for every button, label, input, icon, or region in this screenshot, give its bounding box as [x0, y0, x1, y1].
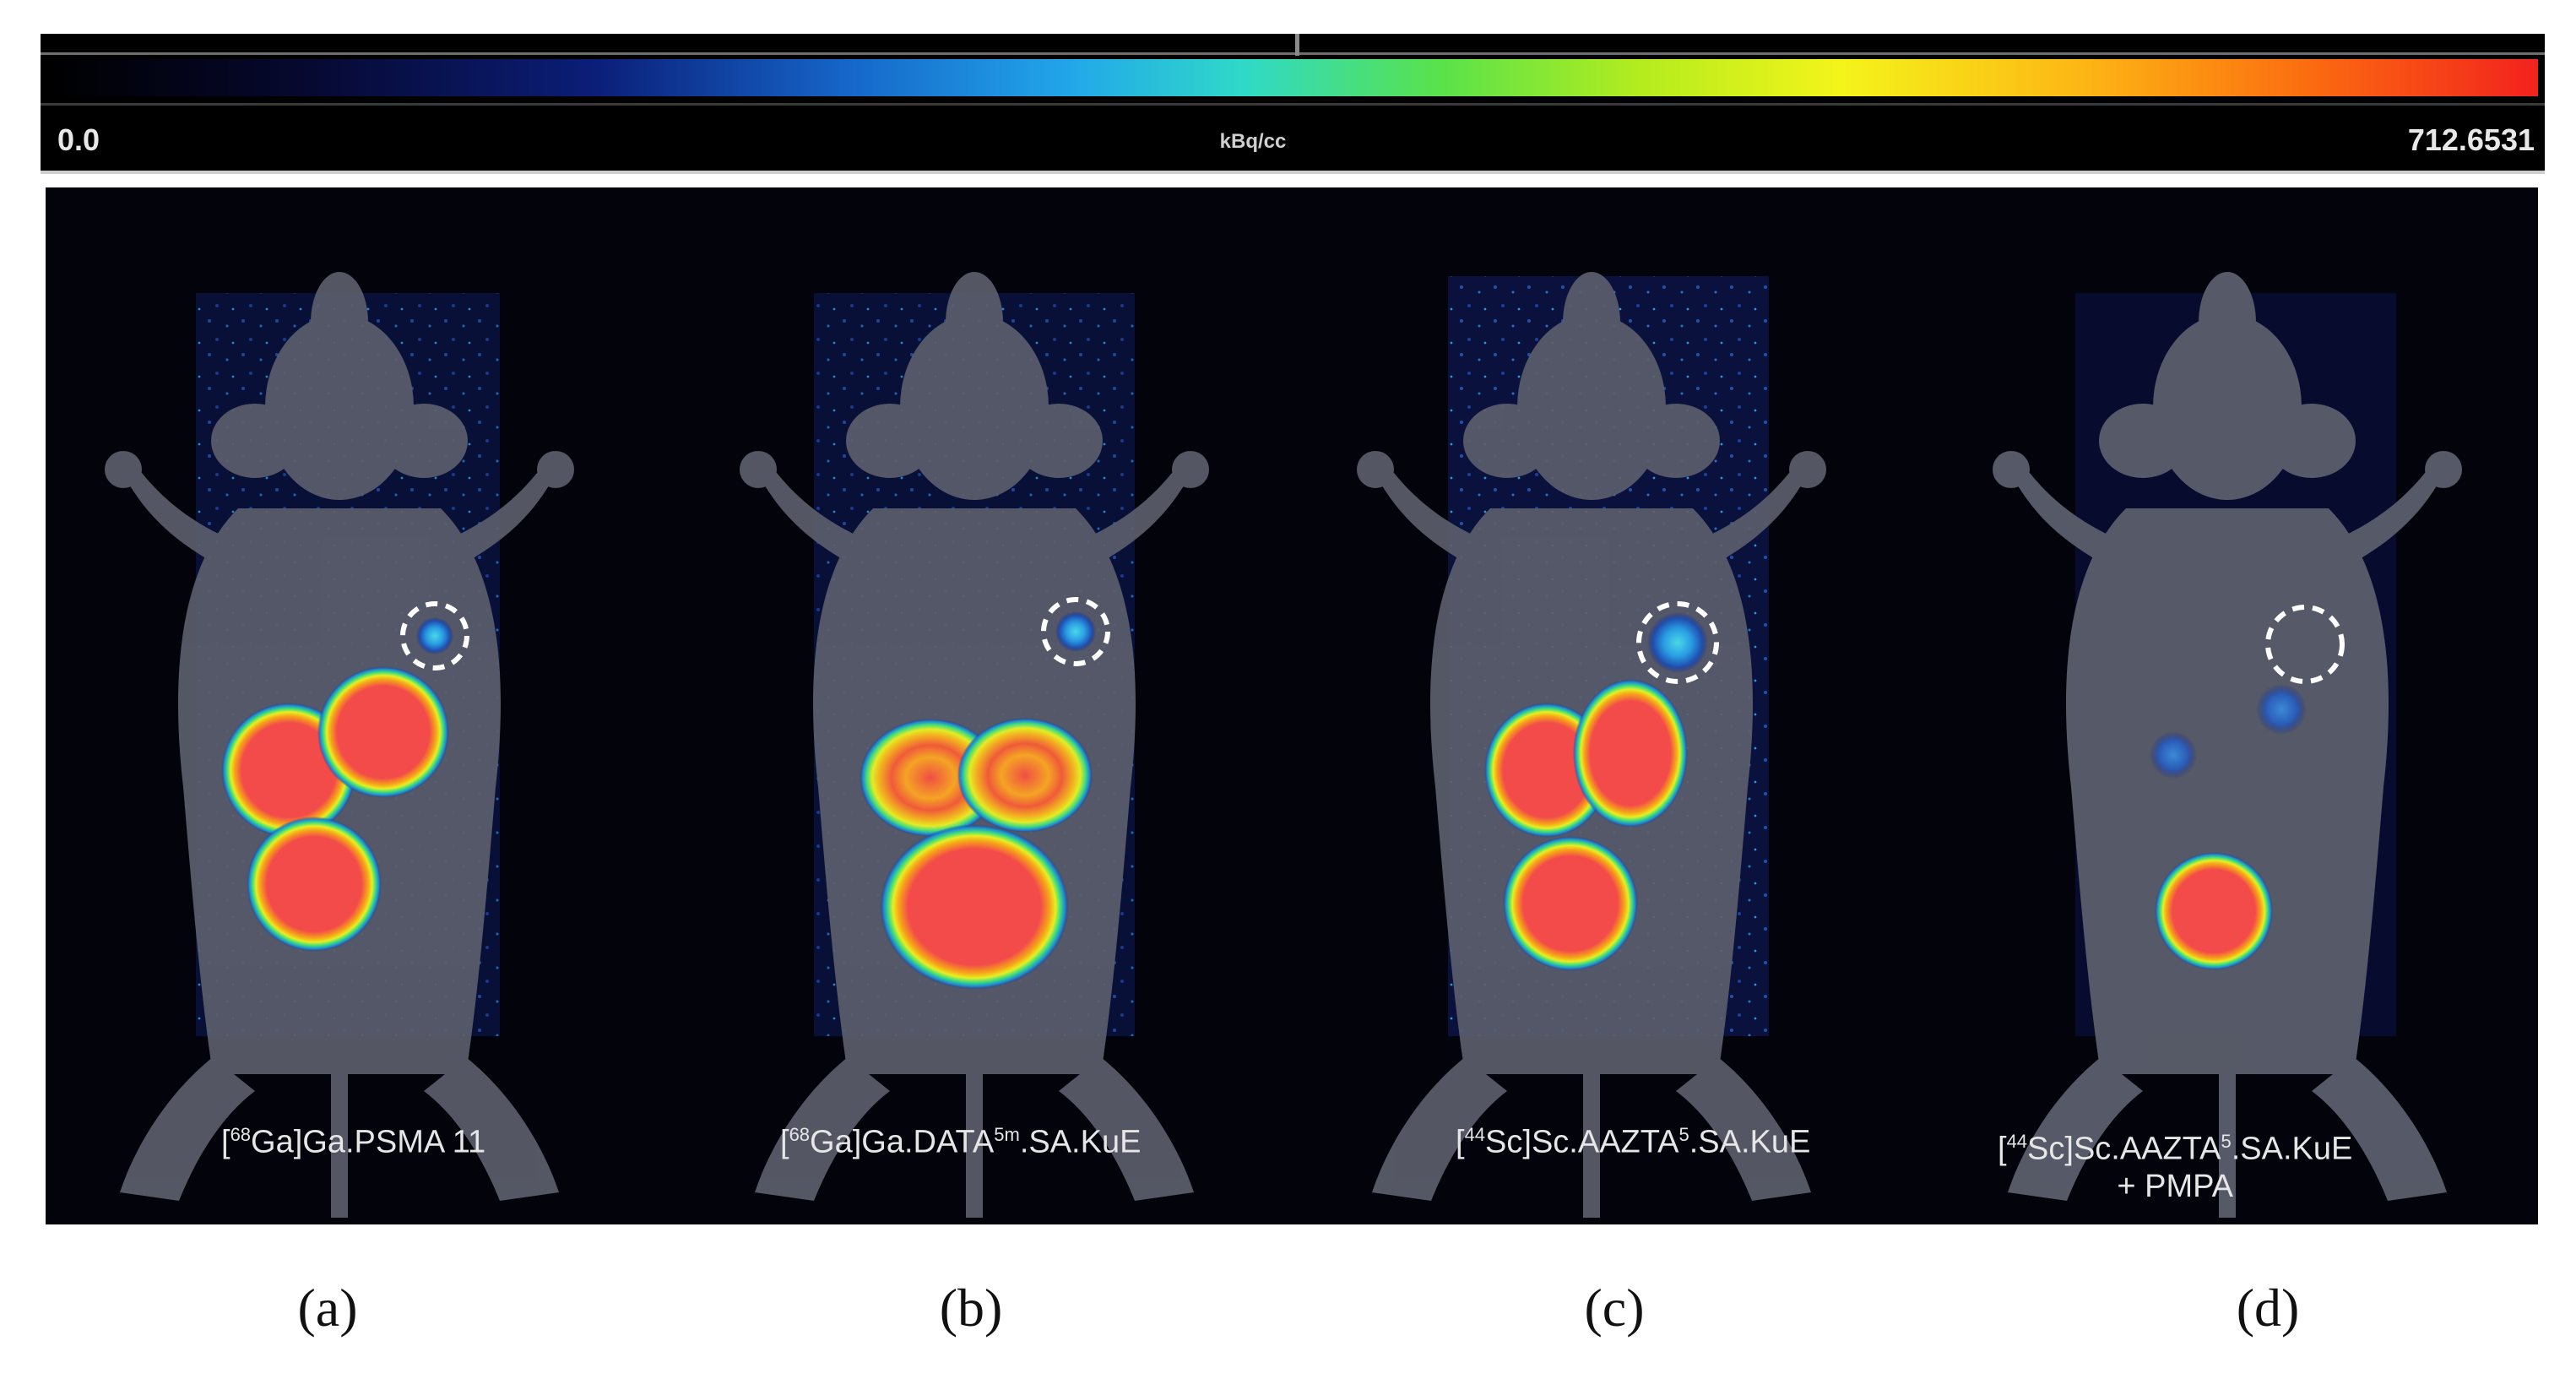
panel-letter-b: (b)	[939, 1278, 1003, 1338]
label-c-superscript: 5	[1678, 1124, 1689, 1145]
panel-letter-d: (d)	[2236, 1278, 2300, 1338]
colorbar-top-strip	[41, 34, 2545, 56]
label-d-line1: [44Sc]Sc.AAZTA5.SA.KuE	[1998, 1123, 2352, 1168]
label-d-tail: .SA.KuE	[2231, 1131, 2353, 1167]
mouse-image-a	[105, 272, 574, 1218]
label-c-prefix: [	[1456, 1124, 1465, 1160]
pet-images	[105, 272, 2462, 1218]
label-a-isotope: 68	[230, 1124, 252, 1145]
compound-label-c: [44Sc]Sc.AAZTA5.SA.KuE	[1456, 1116, 1810, 1161]
label-d-superscript: 5	[2221, 1131, 2232, 1152]
colorbar-max-label: 712.6531	[2407, 122, 2535, 157]
label-d-prefix: [	[1998, 1131, 2007, 1167]
compound-label-a: [68Ga]Ga.PSMA 11	[221, 1116, 485, 1161]
label-c-isotope: 44	[1464, 1124, 1486, 1145]
colorbar-bottom-line	[41, 171, 2545, 174]
mouse-image-d	[1993, 272, 2462, 1218]
compound-label-b: [68Ga]Ga.DATA5m.SA.KuE	[780, 1116, 1141, 1161]
compound-label-d: [44Sc]Sc.AAZTA5.SA.KuE + PMPA	[1998, 1123, 2352, 1205]
label-b-prefix: [	[780, 1124, 789, 1160]
colorbar-tick	[1295, 34, 1299, 56]
colorbar-unit-label: kBq/cc	[1219, 130, 1287, 153]
label-b-tail: .SA.KuE	[1019, 1124, 1142, 1160]
colorbar-gradient	[47, 59, 2538, 96]
panel-letter-c: (c)	[1584, 1278, 1645, 1338]
label-c-tail: .SA.KuE	[1689, 1124, 1811, 1160]
colorbar-separator	[41, 103, 2545, 106]
mouse-image-b	[740, 272, 1209, 1218]
colorbar-min-label: 0.0	[57, 122, 100, 157]
label-b-isotope: 68	[789, 1124, 811, 1145]
label-a-prefix: [	[221, 1124, 230, 1160]
panel-letter-a: (a)	[297, 1278, 358, 1338]
mouse-image-c	[1357, 272, 1826, 1218]
label-c-main: Sc]Sc.AAZTA	[1485, 1124, 1679, 1160]
colorbar: 0.0 kBq/cc 712.6531	[41, 34, 2545, 174]
label-a-main: Ga]Ga.PSMA 11	[251, 1124, 486, 1160]
pet-image-panel: [68Ga]Ga.PSMA 11 [68Ga]Ga.DATA5m.SA.KuE …	[46, 187, 2538, 1224]
label-b-main: Ga]Ga.DATA	[810, 1124, 995, 1160]
label-d-line2: + PMPA	[2117, 1168, 2233, 1204]
label-d-isotope: 44	[2006, 1131, 2028, 1152]
label-b-superscript: 5m	[994, 1124, 1020, 1145]
label-d-main: Sc]Sc.AAZTA	[2027, 1131, 2221, 1167]
